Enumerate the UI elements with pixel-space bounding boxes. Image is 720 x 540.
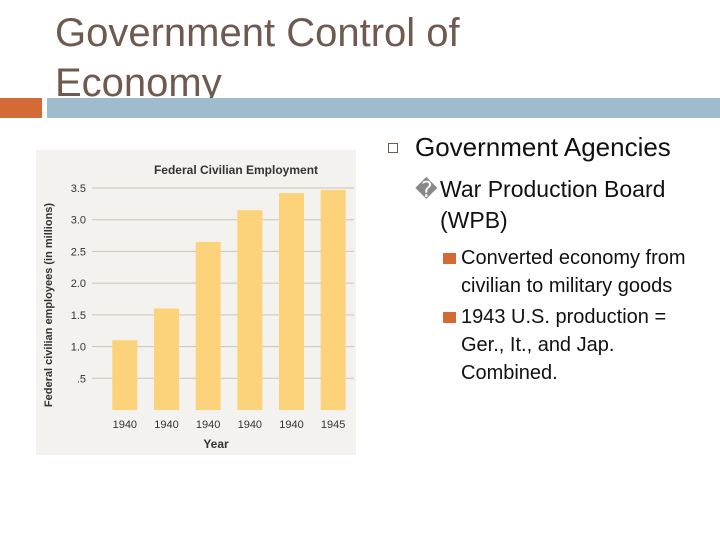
- chart-y-axis-label: Federal civilian employees (in millions): [43, 203, 55, 408]
- chart-bar: [237, 210, 263, 410]
- chart-bar: [112, 340, 138, 410]
- chart-y-tick-label: 3.5: [71, 183, 86, 195]
- chart-x-tick-label: 1940: [113, 419, 137, 431]
- chart-svg: Federal Civilian Employment Federal civi…: [36, 150, 356, 455]
- square-filled-icon: [443, 312, 456, 323]
- bullet-level3: Converted economy from civilian to milit…: [443, 244, 706, 300]
- chart-x-tick-label: 1940: [154, 419, 178, 431]
- bullet-level1-text: Government Agencies: [415, 132, 671, 162]
- bullet-marker-glyph: �: [415, 177, 438, 202]
- chart-bars: [112, 189, 346, 410]
- chart-bar: [279, 193, 304, 410]
- bullet-level3: 1943 U.S. production = Ger., It., and Ja…: [443, 303, 706, 387]
- bullet-level2: � War Production Board (WPB): [415, 174, 715, 236]
- chart-bar: [195, 241, 221, 410]
- bullet-list: Government Agencies � War Production Boa…: [385, 130, 715, 387]
- bullet-level3-text: 1943 U.S. production = Ger., It., and Ja…: [461, 306, 667, 384]
- employment-bar-chart: Federal Civilian Employment Federal civi…: [36, 150, 356, 455]
- chart-y-tick-label: 2.0: [71, 278, 86, 290]
- accent-bar-blue: [47, 98, 720, 118]
- square-filled-icon: [443, 253, 456, 264]
- chart-bar: [320, 189, 346, 410]
- bullet-level2-text: War Production Board (WPB): [440, 176, 666, 233]
- chart-y-tick-label: 1.5: [71, 310, 86, 322]
- chart-y-tick-label: 1.0: [71, 342, 86, 354]
- bullet-level1: Government Agencies: [385, 130, 715, 164]
- chart-ticks: .5 1.0 1.5 2.0 2.5 3.0 3.5 1940 1940 1940 1940 1940…: [71, 183, 346, 431]
- chart-x-tick-label: 1940: [279, 419, 303, 431]
- chart-x-tick-label: 1940: [238, 419, 262, 431]
- accent-bar-orange: [0, 98, 42, 118]
- chart-x-tick-label: 1945: [321, 419, 345, 431]
- chart-y-tick-label: .5: [77, 373, 86, 385]
- chart-x-tick-label: 1940: [196, 419, 220, 431]
- chart-x-axis-label: Year: [203, 437, 229, 451]
- square-outline-icon: [388, 143, 398, 153]
- bullet-level3-text: Converted economy from civilian to milit…: [461, 247, 686, 297]
- chart-y-tick-label: 2.5: [71, 246, 86, 258]
- slide-title: Government Control of Economy: [55, 11, 460, 105]
- chart-y-tick-label: 3.0: [71, 215, 86, 227]
- chart-bar: [154, 308, 179, 410]
- chart-title: Federal Civilian Employment: [154, 163, 318, 177]
